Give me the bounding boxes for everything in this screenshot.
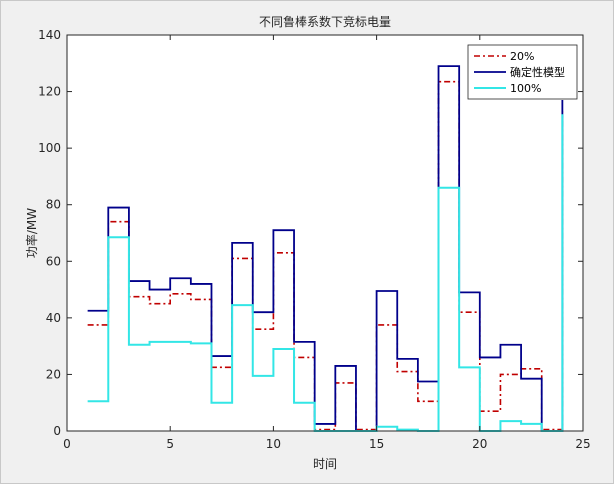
x-tick-label: 0: [63, 437, 71, 451]
legend-label: 100%: [510, 82, 541, 95]
y-tick-label: 100: [38, 141, 61, 155]
y-tick-label: 80: [46, 198, 61, 212]
axes-box: [66, 34, 584, 432]
y-tick-label: 40: [46, 311, 61, 325]
legend-label: 确定性模型: [510, 65, 565, 79]
chart-title: 不同鲁棒系数下竞标电量: [259, 14, 391, 29]
y-tick-label: 140: [38, 28, 61, 42]
x-axis-label: 时间: [313, 457, 337, 471]
plot-area: [67, 35, 583, 431]
x-tick-label: 25: [575, 437, 590, 451]
y-tick-label: 60: [46, 254, 61, 268]
legend-label: 20%: [510, 50, 534, 63]
x-tick-label: 10: [266, 437, 281, 451]
legend: 20% 确定性模型 100%: [467, 44, 578, 100]
y-axis-label: 功率/MW: [24, 208, 39, 258]
y-tick-label: 0: [53, 424, 61, 438]
series-line-1: [87, 65, 564, 432]
x-tick-label: 20: [472, 437, 487, 451]
y-tick-label: 120: [38, 85, 61, 99]
y-tick-label: 20: [46, 367, 61, 381]
x-tick-label: 5: [166, 437, 174, 451]
x-tick-label: 15: [369, 437, 384, 451]
